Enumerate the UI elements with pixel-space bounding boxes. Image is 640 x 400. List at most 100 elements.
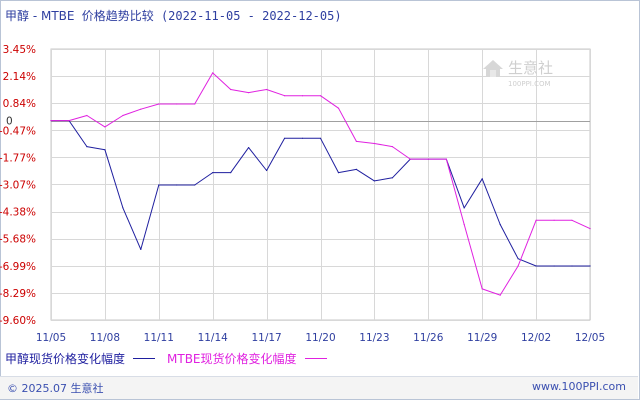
series-2-point bbox=[158, 103, 160, 105]
series-1-point bbox=[553, 265, 555, 267]
series-2-point bbox=[248, 92, 250, 94]
chart-legend: 甲醇现货价格变化幅度 MTBE现货价格变化幅度 bbox=[5, 350, 339, 366]
series-1-point bbox=[337, 172, 340, 174]
series-layer bbox=[50, 72, 591, 296]
series-2-point bbox=[499, 294, 501, 296]
series-2-point bbox=[535, 219, 537, 221]
series-2-point bbox=[481, 288, 483, 290]
series-2-point bbox=[337, 107, 340, 109]
series-2-point bbox=[409, 158, 411, 160]
series-1-point bbox=[140, 248, 142, 250]
series-1-point bbox=[230, 172, 232, 174]
series-1-point bbox=[517, 258, 519, 260]
footer-bar: © 2025.07 生意社 www.100PPI.com bbox=[0, 376, 638, 399]
series-1-point bbox=[373, 180, 375, 182]
series-1-point bbox=[122, 207, 124, 209]
legend-swatch-methanol bbox=[133, 357, 156, 359]
series-1-point bbox=[266, 169, 268, 172]
series-2-point bbox=[391, 146, 393, 148]
series-2-point bbox=[589, 228, 591, 230]
series-1-point bbox=[355, 168, 357, 170]
series-2-point bbox=[194, 103, 196, 105]
series-1-point bbox=[481, 178, 483, 180]
site-link[interactable]: www.100PPI.com bbox=[532, 380, 626, 393]
series-1-point bbox=[176, 184, 178, 186]
legend-swatch-mtbe bbox=[304, 357, 327, 359]
series-1-point bbox=[391, 177, 393, 179]
watermark-logo: 生意社 100PPI.COM bbox=[483, 59, 553, 88]
x-tick-label: 11/23 bbox=[359, 332, 389, 344]
series-2-point bbox=[50, 120, 52, 122]
series-1-point bbox=[248, 147, 250, 149]
series-2-point bbox=[445, 158, 447, 160]
title-subtitle: 价格趋势比较 bbox=[81, 9, 154, 23]
series-2-point bbox=[355, 140, 357, 142]
y-tick-label: -6.99% bbox=[0, 261, 36, 273]
legend-label-methanol: 甲醇现货价格变化幅度 bbox=[5, 351, 126, 366]
grid-layer bbox=[50, 48, 591, 321]
legend-item-methanol: 甲醇现货价格变化幅度 bbox=[5, 350, 156, 367]
series-2-point bbox=[319, 95, 322, 97]
series-2-point bbox=[68, 120, 70, 122]
y-tick-label: -9.60% bbox=[0, 315, 36, 327]
legend-item-mtbe: MTBE现货价格变化幅度 bbox=[167, 350, 327, 367]
series-2-point bbox=[230, 88, 232, 91]
series-1-point bbox=[212, 172, 214, 174]
watermark-text: 生意社 bbox=[508, 59, 553, 77]
x-tick-label: 12/05 bbox=[575, 332, 605, 344]
series-2-point bbox=[212, 72, 214, 74]
y-tick-label: -1.77% bbox=[0, 152, 36, 164]
series-1-point bbox=[104, 149, 106, 151]
series-1-point bbox=[194, 184, 196, 186]
watermark-url: 100PPI.COM bbox=[508, 80, 551, 88]
y-tick-label: 0 bbox=[6, 116, 13, 128]
x-tick-label: 12/02 bbox=[521, 332, 551, 344]
y-tick-label: 0.84% bbox=[3, 98, 36, 110]
y-tick-label: -8.29% bbox=[0, 288, 36, 300]
title-date-range: (2022-11-05 - 2022-12-05) bbox=[160, 9, 342, 23]
house-door-icon bbox=[490, 70, 496, 77]
series-2-point bbox=[571, 219, 573, 221]
x-tick-label: 11/29 bbox=[467, 332, 497, 344]
series-2-point bbox=[517, 265, 519, 267]
series-2-point bbox=[86, 114, 88, 117]
price-trend-chart: 生意社 100PPI.COM 3.45% 2.14% 0.84% 0-0.47% -1.… bbox=[0, 44, 605, 344]
series-2-point bbox=[176, 103, 178, 105]
series-2-point bbox=[463, 223, 465, 226]
series-1-point bbox=[535, 265, 537, 267]
y-tick-label: -3.07% bbox=[0, 179, 36, 191]
y-tick-label: -4.38% bbox=[0, 207, 36, 219]
y-tick-label: 3.45% bbox=[3, 44, 36, 56]
title-series-name: 甲醇 - MTBE bbox=[5, 9, 75, 23]
series-1-point bbox=[284, 137, 286, 139]
y-tick-label: 2.14% bbox=[3, 71, 36, 83]
series-1-point bbox=[589, 265, 591, 267]
series-2-point bbox=[104, 126, 106, 128]
legend-label-mtbe: MTBE现货价格变化幅度 bbox=[167, 351, 297, 366]
series-1-point bbox=[86, 146, 88, 148]
x-tick-label: 11/08 bbox=[90, 332, 120, 344]
series-2-point bbox=[301, 95, 304, 97]
series-1-point bbox=[301, 137, 304, 139]
series-1-point bbox=[463, 207, 465, 209]
series-1-point bbox=[571, 265, 573, 267]
series-2-point bbox=[553, 219, 555, 221]
house-logo-icon bbox=[483, 60, 503, 77]
series-2-point bbox=[140, 108, 142, 110]
y-axis-labels: 3.45% 2.14% 0.84% 0-0.47% -1.77% -3.07% -4.38%… bbox=[0, 44, 36, 327]
x-tick-label: 11/17 bbox=[251, 332, 281, 344]
series-1-point bbox=[499, 223, 501, 226]
series-1-point bbox=[319, 137, 322, 139]
x-tick-label: 11/11 bbox=[144, 332, 174, 344]
y-tick-label: -5.68% bbox=[0, 234, 36, 246]
x-tick-label: 11/05 bbox=[36, 332, 66, 344]
series-2-point bbox=[122, 114, 124, 117]
x-tick-label: 11/20 bbox=[305, 332, 335, 344]
series-2-point bbox=[373, 142, 375, 145]
series-2-point bbox=[266, 88, 268, 91]
copyright-text: © 2025.07 生意社 bbox=[7, 382, 104, 395]
series-1-point bbox=[158, 184, 160, 186]
x-tick-label: 11/26 bbox=[413, 332, 444, 344]
series-2-point bbox=[284, 95, 286, 97]
